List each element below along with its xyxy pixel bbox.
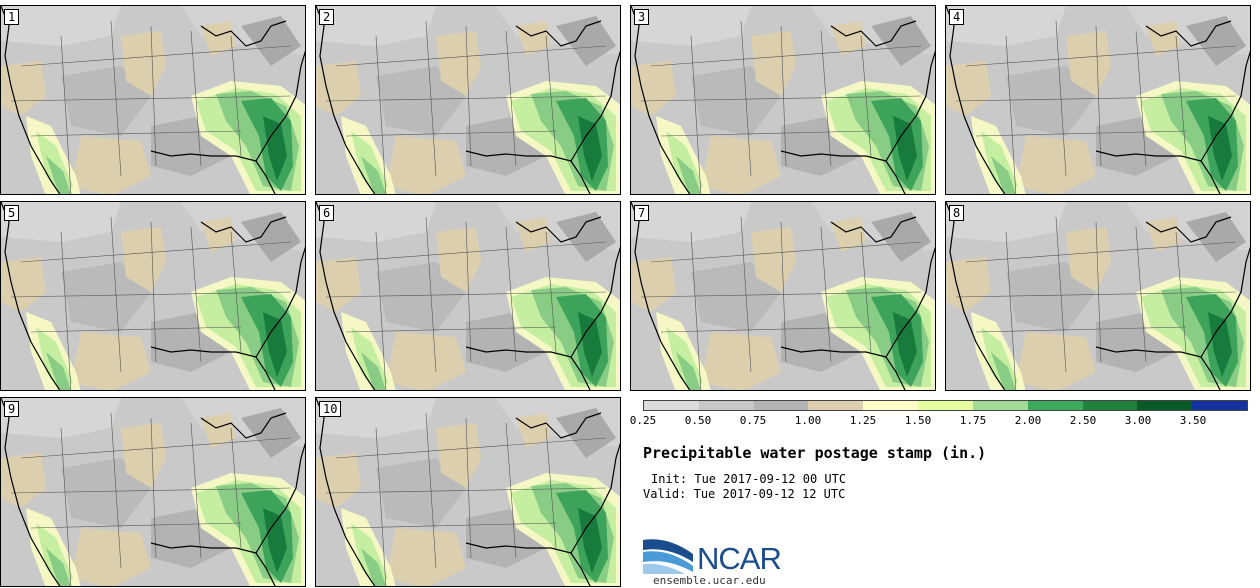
colorbar-tick-label: 0.50: [684, 414, 712, 427]
init-time: Init: Tue 2017-09-12 00 UTC: [651, 472, 846, 486]
website-url: ensemble.ucar.edu: [653, 574, 766, 587]
colorbar-swatch: [808, 401, 864, 410]
init-label: Init:: [651, 472, 688, 486]
colorbar-swatch: [1137, 401, 1193, 410]
ncar-logo: [643, 539, 693, 574]
precip-water-map: [631, 202, 935, 390]
colorbar-tick-label: 1.50: [904, 414, 932, 427]
valid-label: Valid:: [643, 487, 687, 501]
colorbar-tick-label: 1.75: [959, 414, 987, 427]
member-number: 4: [949, 9, 965, 25]
valid-value: Tue 2017-09-12 12 UTC: [693, 487, 846, 501]
precip-water-map: [316, 6, 620, 194]
colorbar-tick-labels: 0.25 0.50 0.75 1.00 1.25 1.50 1.75 2.00 2.50 3.00…: [630, 414, 1248, 428]
colorbar-tick-label: 2.50: [1069, 414, 1097, 427]
member-number: 3: [634, 9, 650, 25]
colorbar-tick-label: 1.00: [794, 414, 822, 427]
colorbar-tick-label: 3.00: [1124, 414, 1152, 427]
precip-water-map: [1, 398, 305, 586]
member-number: 7: [634, 205, 650, 221]
member-panel-3: 3: [630, 5, 936, 195]
member-panel-8: 8: [945, 201, 1251, 391]
precip-water-map: [946, 6, 1250, 194]
member-panel-4: 4: [945, 5, 1251, 195]
member-panel-6: 6: [315, 201, 621, 391]
colorbar-swatch: [753, 401, 809, 410]
precip-water-map: [316, 202, 620, 390]
member-number: 8: [949, 205, 965, 221]
member-panel-5: 5: [0, 201, 306, 391]
member-number: 9: [4, 401, 20, 417]
colorbar-tick-label: 0.25: [629, 414, 657, 427]
precip-water-map: [946, 202, 1250, 390]
precip-water-map: [1, 6, 305, 194]
colorbar-swatch: [644, 401, 699, 410]
colorbar-tick-label: 2.00: [1014, 414, 1042, 427]
member-number: 2: [319, 9, 335, 25]
colorbar-swatch: [972, 401, 1028, 410]
colorbar-swatch: [1082, 401, 1138, 410]
member-panel-2: 2: [315, 5, 621, 195]
colorbar-swatch: [1027, 401, 1083, 410]
colorbar-tick-label: 0.75: [739, 414, 767, 427]
ncar-logo-text: NCAR: [697, 541, 782, 576]
member-panel-7: 7: [630, 201, 936, 391]
member-panel-10: 10: [315, 397, 621, 587]
colorbar-swatch: [698, 401, 754, 410]
colorbar-swatch: [863, 401, 919, 410]
member-panel-9: 9: [0, 397, 306, 587]
init-value: Tue 2017-09-12 00 UTC: [694, 472, 847, 486]
colorbar: [643, 400, 1248, 411]
colorbar-tick-label: 3.50: [1179, 414, 1207, 427]
colorbar-swatch: [918, 401, 973, 410]
colorbar-swatch: [1192, 401, 1247, 410]
precip-water-map: [316, 398, 620, 586]
member-number: 5: [4, 205, 20, 221]
precip-water-map: [631, 6, 935, 194]
member-panel-1: 1: [0, 5, 306, 195]
plot-title: Precipitable water postage stamp (in.): [643, 444, 987, 462]
colorbar-tick-label: 1.25: [849, 414, 877, 427]
valid-time: Valid: Tue 2017-09-12 12 UTC: [643, 487, 845, 501]
member-number: 1: [4, 9, 20, 25]
member-number: 6: [319, 205, 335, 221]
precip-water-map: [1, 202, 305, 390]
member-number: 10: [319, 401, 342, 417]
